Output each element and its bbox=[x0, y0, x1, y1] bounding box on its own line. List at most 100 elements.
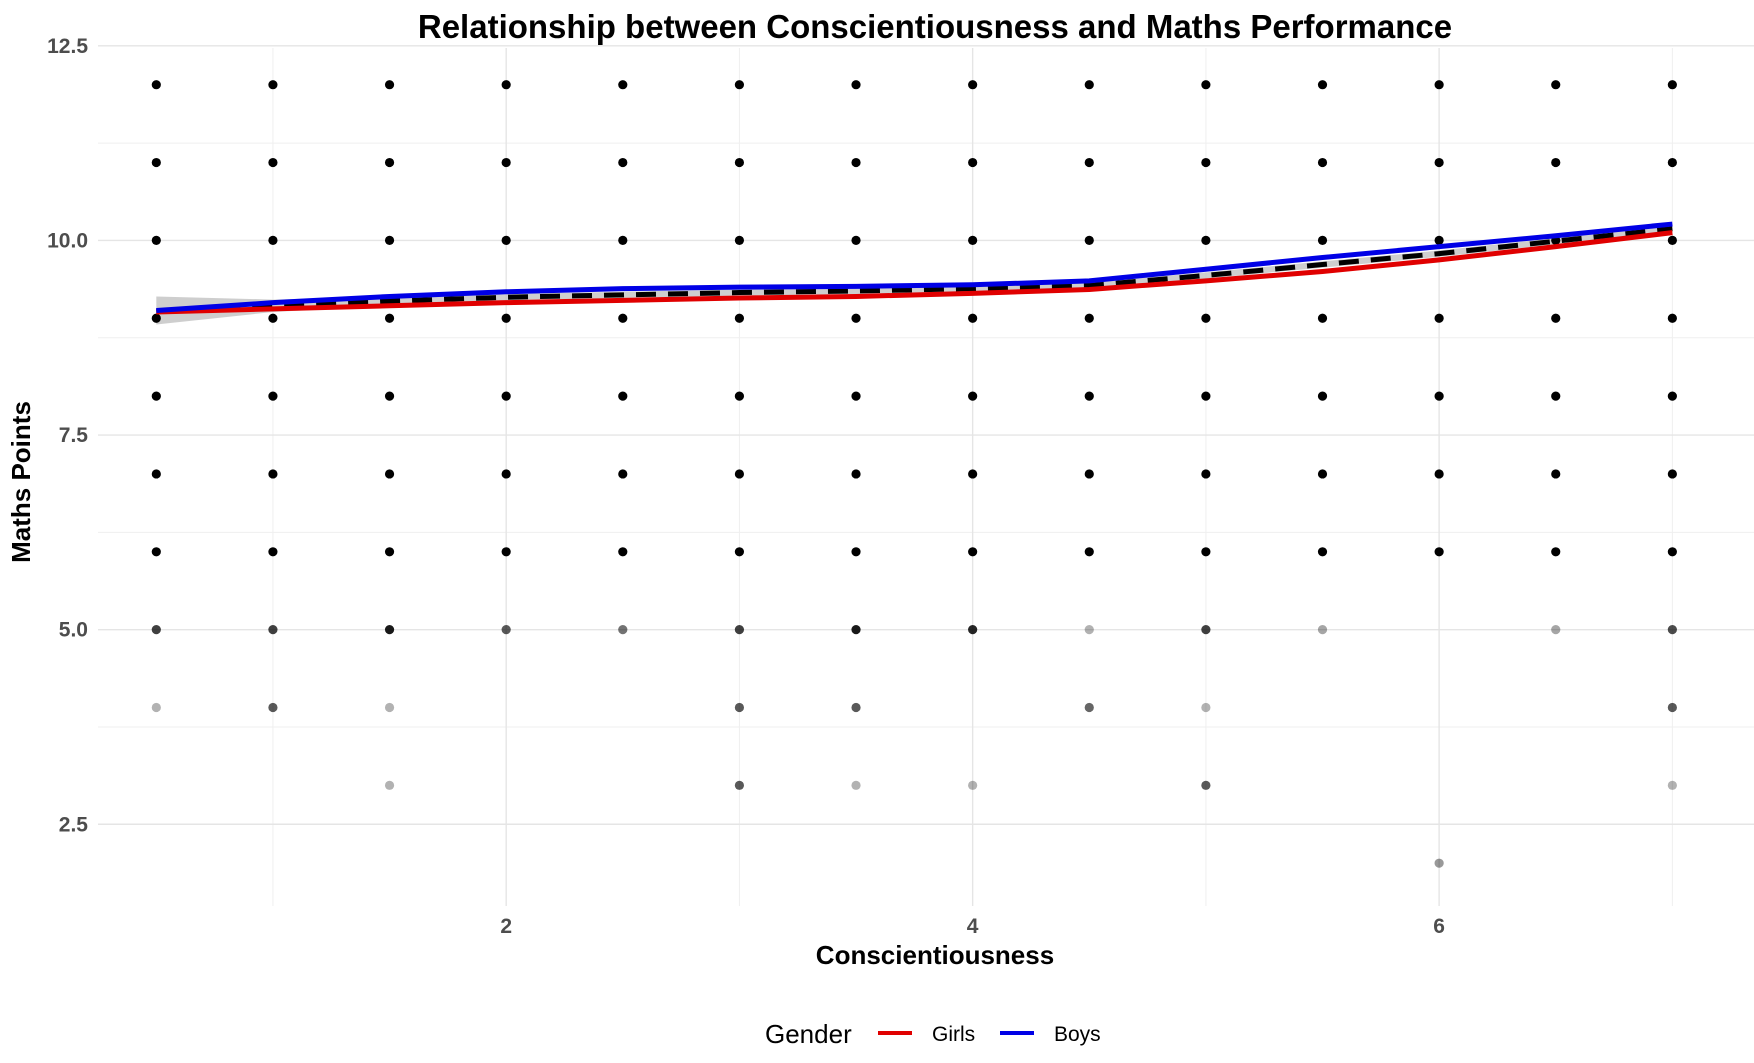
data-point bbox=[1667, 547, 1677, 557]
data-point bbox=[968, 235, 978, 246]
data-point bbox=[1201, 235, 1211, 246]
data-point bbox=[1201, 313, 1211, 323]
data-point bbox=[851, 702, 861, 713]
data-point bbox=[151, 235, 161, 246]
data-point bbox=[734, 547, 745, 557]
data-point bbox=[618, 547, 628, 557]
data-point bbox=[1667, 80, 1677, 90]
data-point bbox=[1317, 547, 1328, 557]
data-point bbox=[734, 313, 745, 323]
data-point bbox=[501, 235, 511, 246]
data-point bbox=[1084, 157, 1094, 168]
data-point bbox=[734, 80, 745, 90]
data-point bbox=[851, 235, 861, 246]
data-point bbox=[268, 702, 278, 713]
data-point bbox=[1434, 547, 1444, 557]
data-point bbox=[1434, 858, 1444, 868]
grid-major bbox=[98, 45, 1754, 906]
data-point bbox=[618, 235, 628, 246]
data-point bbox=[1201, 702, 1211, 713]
data-point bbox=[268, 469, 278, 479]
data-point bbox=[501, 547, 511, 557]
data-point bbox=[384, 780, 395, 790]
data-point bbox=[618, 625, 628, 635]
data-point bbox=[1317, 157, 1328, 168]
data-point bbox=[734, 780, 745, 790]
data-point bbox=[268, 313, 278, 323]
legend: Gender Girls Boys bbox=[765, 1019, 1101, 1049]
data-point bbox=[968, 625, 978, 635]
data-point bbox=[1434, 313, 1444, 323]
data-point bbox=[1551, 625, 1561, 635]
data-point bbox=[151, 469, 161, 479]
data-point bbox=[501, 80, 511, 90]
data-point bbox=[1551, 391, 1561, 401]
data-point bbox=[1667, 391, 1677, 401]
data-point bbox=[151, 313, 161, 323]
data-point bbox=[384, 235, 395, 246]
legend-label-boys: Boys bbox=[1054, 1023, 1101, 1046]
series-line-girls bbox=[156, 230, 1673, 315]
y-tick-label: 2.5 bbox=[59, 813, 89, 836]
data-point bbox=[268, 391, 278, 401]
data-point bbox=[501, 469, 511, 479]
data-point bbox=[734, 391, 745, 401]
data-point bbox=[384, 80, 395, 90]
data-point bbox=[501, 313, 511, 323]
series-line-boys bbox=[156, 221, 1673, 313]
data-point bbox=[1317, 235, 1328, 246]
data-point bbox=[151, 547, 161, 557]
data-point bbox=[384, 469, 395, 479]
x-tick-label: 2 bbox=[500, 915, 512, 938]
data-point bbox=[268, 157, 278, 168]
data-point bbox=[968, 547, 978, 557]
grid-minor bbox=[98, 48, 1754, 906]
data-point bbox=[151, 157, 161, 168]
data-point bbox=[1434, 80, 1444, 90]
data-point bbox=[1084, 547, 1094, 557]
data-point bbox=[734, 469, 745, 479]
legend-label-girls: Girls bbox=[932, 1023, 975, 1046]
data-point bbox=[618, 313, 628, 323]
data-point bbox=[1201, 780, 1211, 790]
data-point bbox=[1201, 80, 1211, 90]
y-tick-label: 7.5 bbox=[59, 424, 89, 447]
data-point bbox=[968, 780, 978, 790]
data-point bbox=[734, 157, 745, 168]
data-point bbox=[968, 313, 978, 323]
data-point bbox=[1667, 780, 1677, 790]
confidence-band bbox=[156, 224, 1673, 325]
data-point bbox=[618, 391, 628, 401]
data-point bbox=[968, 80, 978, 90]
y-axis-title: Maths Points bbox=[6, 401, 36, 563]
data-point bbox=[1667, 313, 1677, 323]
x-axis-title: Conscientiousness bbox=[816, 940, 1054, 970]
data-point bbox=[1667, 157, 1677, 168]
data-point bbox=[1667, 469, 1677, 479]
legend-title: Gender bbox=[765, 1019, 852, 1049]
data-point bbox=[151, 80, 161, 90]
data-point bbox=[734, 235, 745, 246]
data-point bbox=[851, 80, 861, 90]
data-point bbox=[1551, 469, 1561, 479]
data-point bbox=[618, 80, 628, 90]
data-point bbox=[501, 625, 511, 635]
data-point bbox=[968, 157, 978, 168]
data-point bbox=[851, 157, 861, 168]
lines-layer bbox=[156, 221, 1673, 315]
data-point bbox=[1434, 469, 1444, 479]
data-point bbox=[1084, 702, 1094, 713]
data-point bbox=[1667, 235, 1677, 246]
confidence-band-layer bbox=[156, 224, 1673, 325]
data-point bbox=[1201, 157, 1211, 168]
data-point bbox=[1551, 547, 1561, 557]
data-point bbox=[1317, 625, 1328, 635]
data-point bbox=[1084, 391, 1094, 401]
data-point bbox=[1434, 157, 1444, 168]
data-point bbox=[384, 702, 395, 713]
data-point bbox=[618, 469, 628, 479]
data-point bbox=[1084, 80, 1094, 90]
data-point bbox=[268, 547, 278, 557]
data-point bbox=[384, 157, 395, 168]
data-point bbox=[1317, 80, 1328, 90]
